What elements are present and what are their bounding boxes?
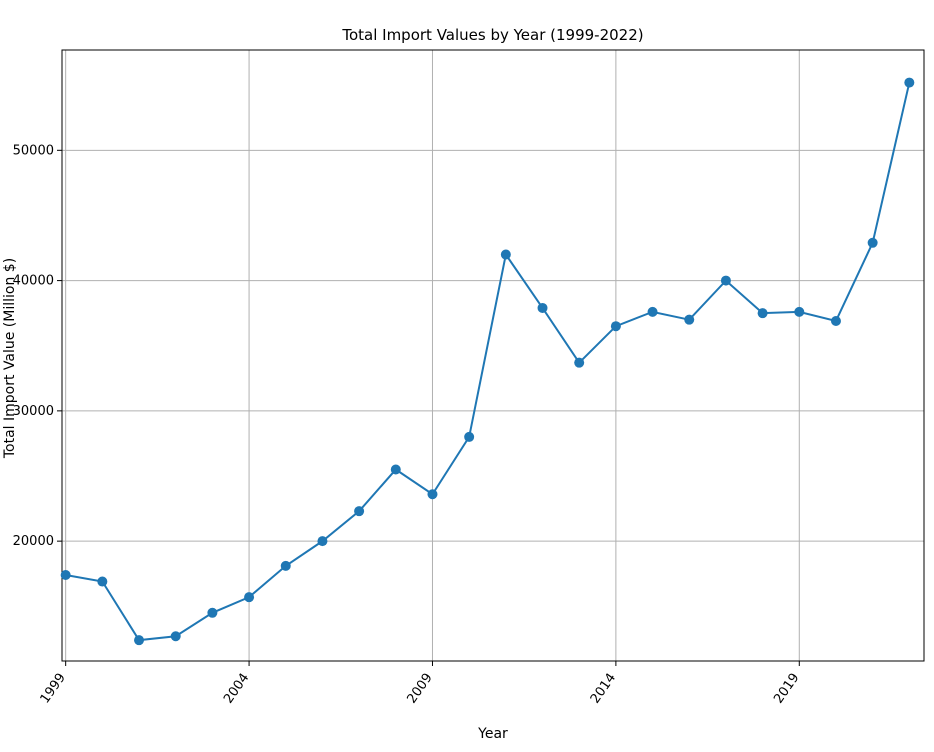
data-point <box>354 506 365 517</box>
y-tick-label: 30000 <box>13 404 54 419</box>
x-tick-label: 2019 <box>771 671 802 707</box>
y-tick-label: 50000 <box>13 143 54 158</box>
x-tick-label: 2014 <box>588 671 619 707</box>
data-point <box>720 275 731 286</box>
x-tick-label: 2009 <box>404 671 435 707</box>
plot-frame <box>61 49 925 662</box>
data-point <box>170 631 181 642</box>
data-point <box>867 237 878 248</box>
data-point <box>647 306 658 317</box>
data-point <box>610 321 621 332</box>
data-point <box>280 560 291 571</box>
data-point <box>317 536 328 547</box>
x-tick-label: 1999 <box>38 671 69 707</box>
data-point <box>97 576 108 587</box>
x-tick-label: 2004 <box>221 671 252 707</box>
data-point <box>574 357 585 368</box>
data-point <box>830 315 841 326</box>
y-tick-label: 40000 <box>13 274 54 289</box>
data-point <box>60 570 71 581</box>
chart-title: Total Import Values by Year (1999-2022) <box>341 26 643 44</box>
data-point <box>427 489 438 500</box>
data-point <box>500 249 511 260</box>
data-point <box>207 607 218 618</box>
data-point <box>134 635 145 646</box>
series-line <box>65 82 911 642</box>
data-point <box>794 306 805 317</box>
x-axis-label: Year <box>477 726 508 742</box>
data-point <box>244 592 255 603</box>
data-point <box>904 77 915 88</box>
axis-ticks: 1999 2004 2009 2014 2019 20000 30000 40000 50000 <box>13 143 803 706</box>
grid <box>62 50 924 661</box>
data-point <box>537 302 548 313</box>
data-point <box>757 308 768 319</box>
y-tick-label: 20000 <box>13 534 54 549</box>
y-axis-label: Total Import Value (Million $) <box>2 258 18 459</box>
data-point <box>684 314 695 325</box>
series-layer <box>60 77 915 646</box>
data-point <box>464 431 475 442</box>
data-point <box>390 464 401 475</box>
